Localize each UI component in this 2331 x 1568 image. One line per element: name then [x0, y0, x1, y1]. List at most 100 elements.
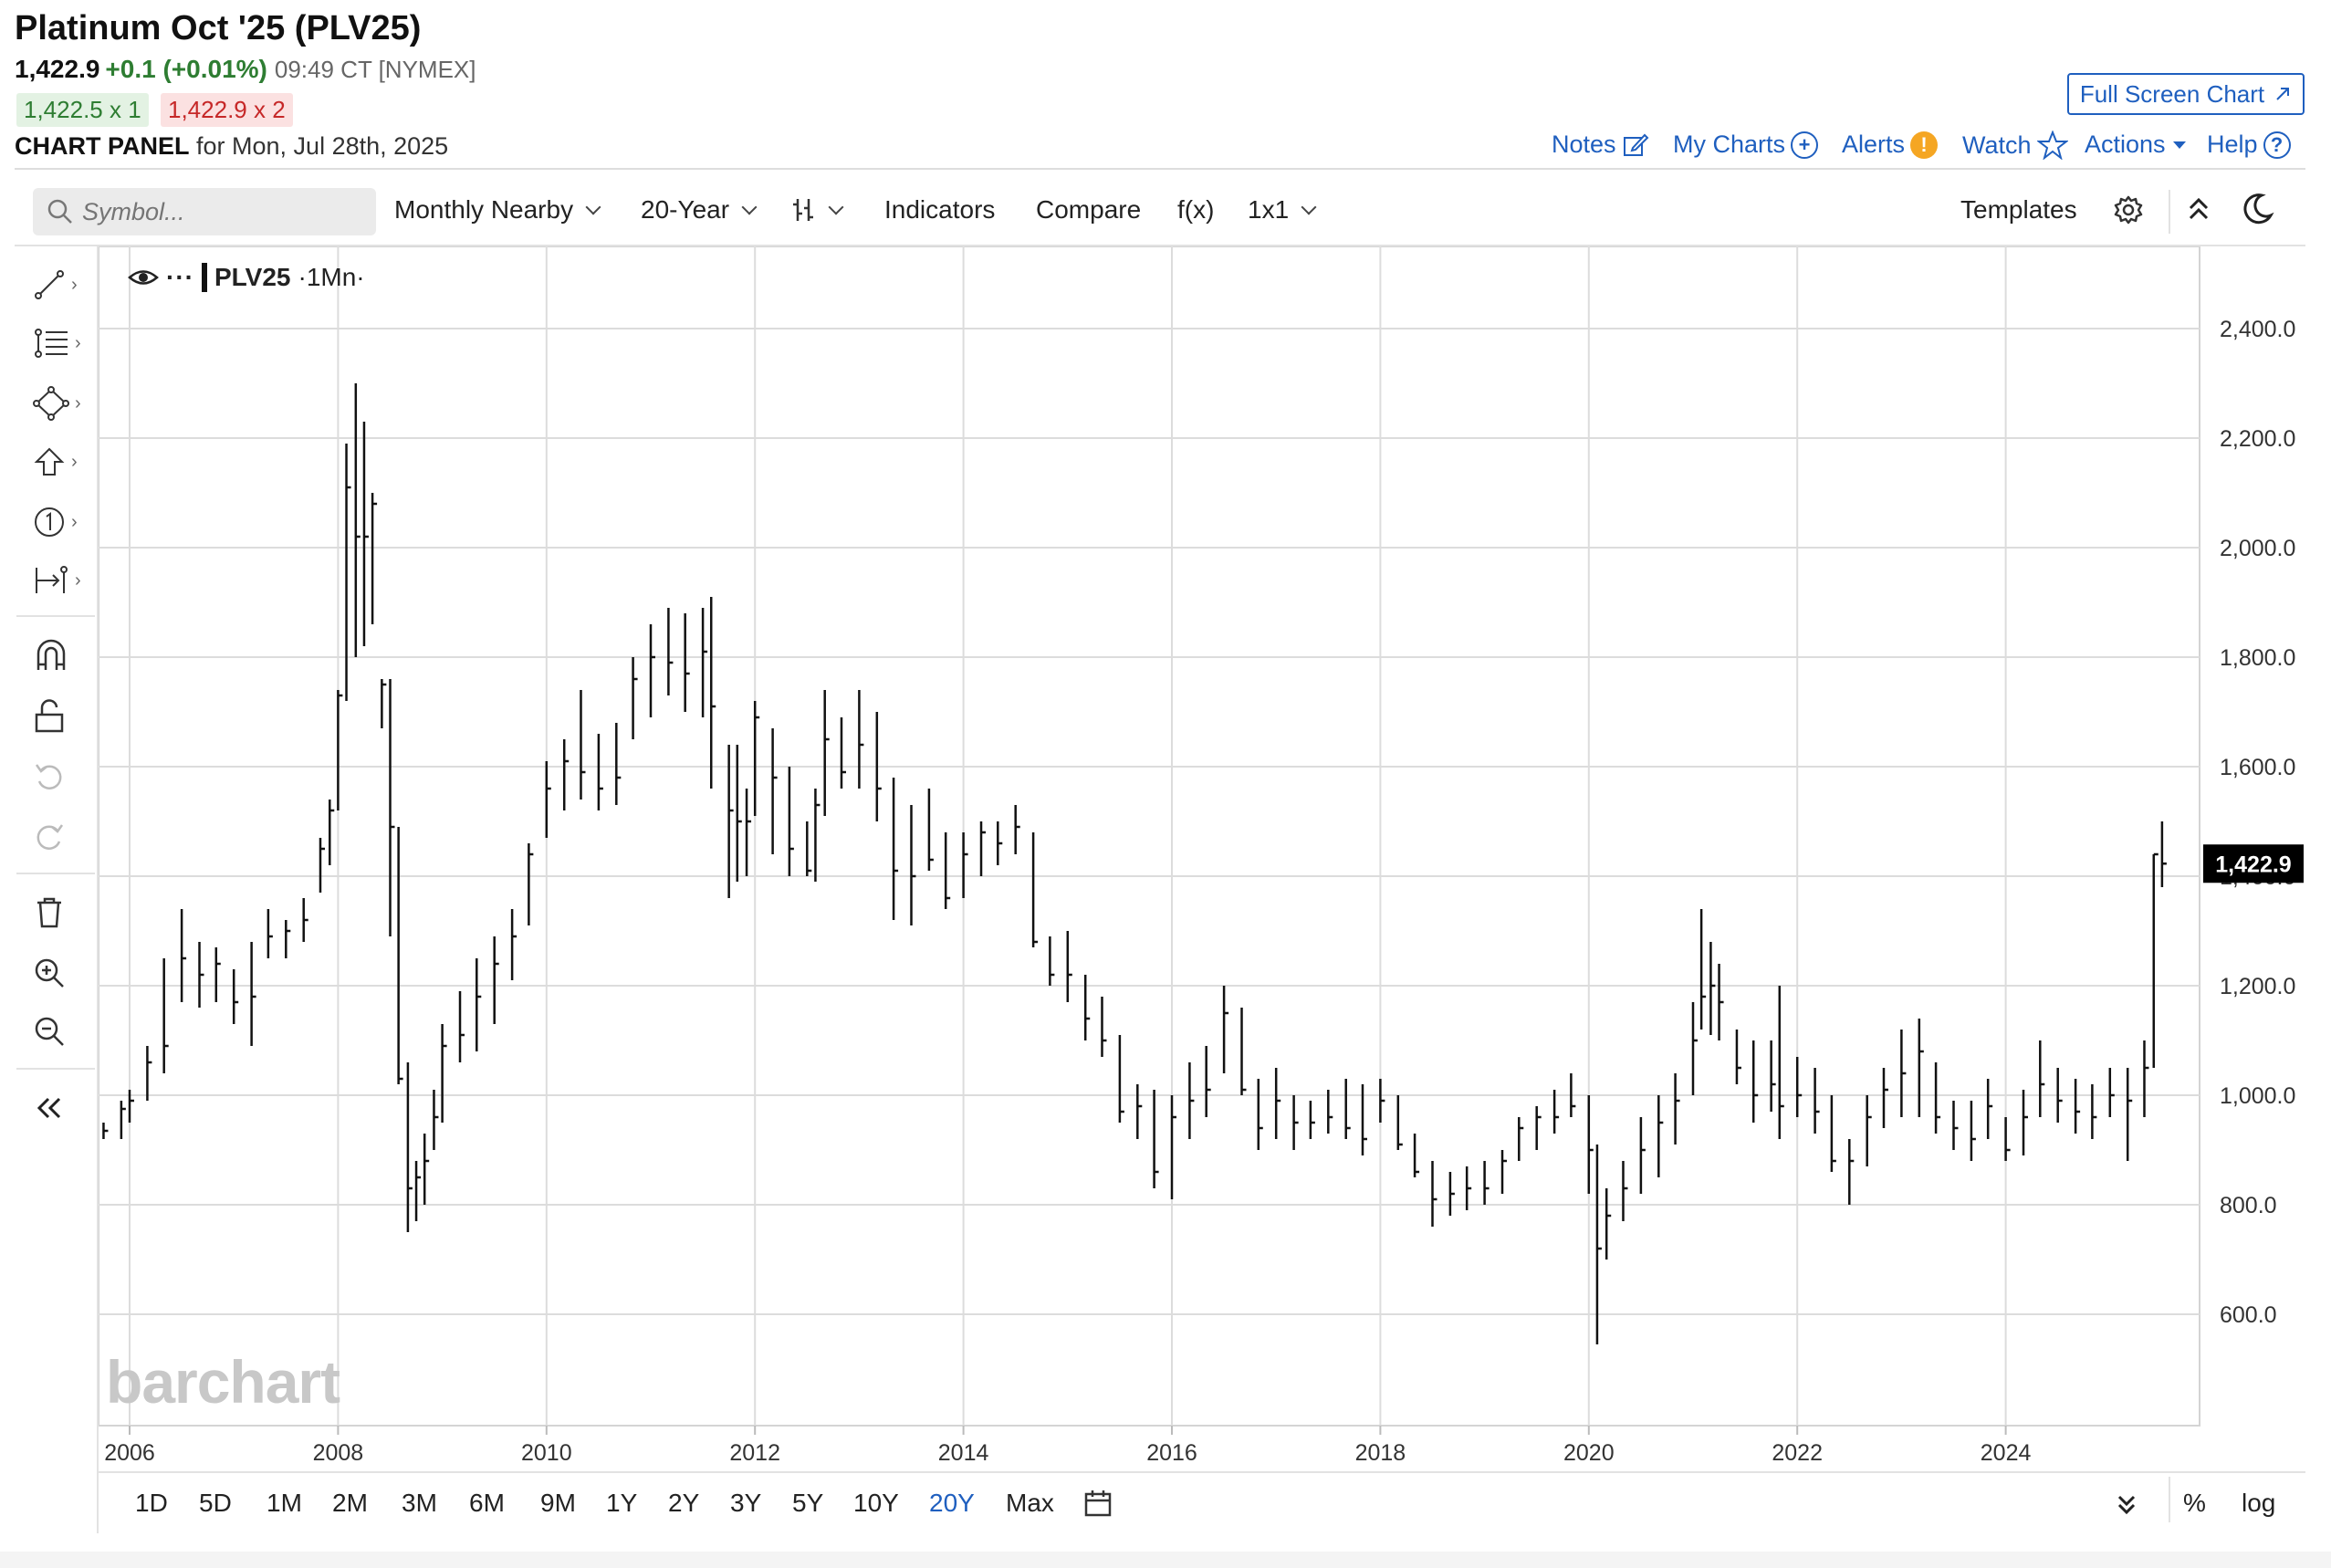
collapse-header-button[interactable]: [2185, 193, 2212, 225]
y-tick-label: 1,000.0: [2220, 1083, 2295, 1109]
data-type-label: Monthly Nearby: [394, 195, 574, 224]
redo-icon: [37, 824, 64, 850]
chart-panel-date: CHART PANEL for Mon, Jul 28th, 2025: [15, 132, 448, 161]
footer-strip: [0, 1552, 2331, 1568]
zoom-in-icon: [35, 958, 64, 988]
chevron-down-icon: [828, 199, 844, 215]
trend-line-tool[interactable]: ›: [33, 263, 91, 307]
x-tick-label: 2020: [1563, 1440, 1615, 1466]
indicators-button[interactable]: Indicators: [884, 195, 995, 225]
moon-icon: [2243, 193, 2274, 225]
my-charts-link[interactable]: My Charts +: [1673, 131, 1819, 159]
watch-link[interactable]: Watch: [1962, 131, 2068, 160]
caret-down-icon: [2172, 141, 2186, 149]
y-tick-label: 1,200.0: [2220, 974, 2295, 999]
alerts-link[interactable]: Alerts !: [1842, 131, 1939, 159]
symbol-input[interactable]: [80, 195, 358, 228]
shape-tool[interactable]: ›: [33, 382, 91, 425]
period-dropdown[interactable]: 20-Year: [641, 195, 758, 225]
chart-panel-date-text: for Mon, Jul 28th, 2025: [196, 132, 449, 160]
fib-tool[interactable]: ›: [33, 321, 91, 365]
chart-type-dropdown[interactable]: [790, 195, 844, 225]
percent-scale-button[interactable]: %: [2183, 1489, 2206, 1517]
header-divider: [15, 168, 2305, 170]
range-button-10y[interactable]: 10Y: [853, 1489, 899, 1517]
range-button-6m[interactable]: 6M: [469, 1489, 505, 1517]
undo-button[interactable]: [33, 754, 91, 798]
legend-interval: ·1Mn·: [298, 263, 365, 291]
y-tick-label: 600.0: [2220, 1302, 2277, 1328]
range-button-3m[interactable]: 3M: [402, 1489, 437, 1517]
barchart-watermark: barchart: [106, 1348, 340, 1416]
layout-label: 1x1: [1248, 195, 1290, 224]
templates-label: Templates: [1960, 195, 2077, 224]
date-picker-button[interactable]: [1082, 1488, 1113, 1523]
x-tick-label: 2010: [521, 1440, 572, 1466]
function-button[interactable]: f(x): [1177, 195, 1214, 225]
chart-legend[interactable]: ··· PLV25·1Mn·: [128, 263, 365, 292]
my-charts-label: My Charts: [1673, 131, 1786, 158]
function-label: f(x): [1177, 195, 1215, 224]
zoom-in-button[interactable]: [33, 951, 91, 995]
range-button-5d[interactable]: 5D: [199, 1489, 232, 1517]
measure-tool[interactable]: ›: [33, 559, 91, 602]
eye-icon[interactable]: [128, 266, 159, 289]
annotation-tool[interactable]: ›: [33, 500, 91, 544]
settings-button[interactable]: [2112, 193, 2145, 226]
expand-bottom-button[interactable]: [2114, 1491, 2139, 1523]
data-type-dropdown[interactable]: Monthly Nearby: [394, 195, 601, 225]
help-link[interactable]: Help ?: [2207, 131, 2291, 159]
chevron-right-icon: ›: [75, 392, 81, 413]
range-button-20y[interactable]: 20Y: [929, 1489, 975, 1517]
actions-menu[interactable]: Actions: [2085, 131, 2188, 159]
range-button-3y[interactable]: 3Y: [730, 1489, 762, 1517]
range-button-1d[interactable]: 1D: [135, 1489, 168, 1517]
zoom-out-icon: [35, 1017, 64, 1046]
x-tick-label: 2016: [1146, 1440, 1197, 1466]
notes-link[interactable]: Notes: [1552, 131, 1649, 159]
chevron-right-icon: ›: [75, 332, 81, 353]
symbol-search[interactable]: [33, 188, 376, 235]
magnet-icon: [37, 639, 66, 670]
tools-divider: [16, 873, 95, 874]
arrow-tool[interactable]: ›: [33, 440, 91, 484]
calendar-icon: [1084, 1490, 1112, 1517]
range-button-5y[interactable]: 5Y: [792, 1489, 824, 1517]
layout-dropdown[interactable]: 1x1: [1248, 195, 1317, 225]
redo-button[interactable]: [33, 814, 91, 858]
double-chevron-left-icon: [37, 1097, 61, 1119]
edit-icon: [1623, 133, 1648, 156]
more-options-icon[interactable]: ···: [166, 263, 194, 291]
alerts-label: Alerts: [1842, 131, 1906, 158]
range-bar-divider: [97, 1471, 2305, 1473]
compare-button[interactable]: Compare: [1036, 195, 1141, 225]
price-change: +0.1 (+0.01%): [105, 55, 267, 83]
zoom-out-button[interactable]: [33, 1009, 91, 1053]
measure-icon: [36, 566, 68, 593]
range-button-2y[interactable]: 2Y: [668, 1489, 700, 1517]
log-scale-button[interactable]: log: [2242, 1489, 2276, 1517]
delete-drawings-button[interactable]: [33, 891, 91, 935]
chevron-down-icon: [741, 199, 758, 215]
magnet-tool[interactable]: [33, 633, 91, 677]
dark-mode-toggle[interactable]: [2242, 192, 2274, 226]
templates-button[interactable]: Templates: [1960, 195, 2077, 225]
star-icon: [2036, 131, 2068, 160]
scale-divider: [2169, 1477, 2170, 1522]
range-button-9m[interactable]: 9M: [540, 1489, 576, 1517]
collapse-toolbar-button[interactable]: [33, 1086, 91, 1130]
x-tick-label: 2018: [1355, 1440, 1406, 1466]
range-button-2m[interactable]: 2M: [332, 1489, 368, 1517]
chart-panel-label: CHART PANEL: [15, 132, 190, 160]
notes-label: Notes: [1552, 131, 1616, 158]
series-color-swatch: [201, 263, 207, 292]
unlock-icon: [35, 699, 64, 733]
x-tick-label: 2006: [104, 1440, 155, 1466]
full-screen-chart-button[interactable]: Full Screen Chart: [2067, 73, 2305, 115]
range-button-1m[interactable]: 1M: [267, 1489, 302, 1517]
lock-tool[interactable]: [33, 694, 91, 737]
range-button-1y[interactable]: 1Y: [606, 1489, 638, 1517]
x-tick-label: 2008: [313, 1440, 364, 1466]
range-button-max[interactable]: Max: [1006, 1489, 1054, 1517]
